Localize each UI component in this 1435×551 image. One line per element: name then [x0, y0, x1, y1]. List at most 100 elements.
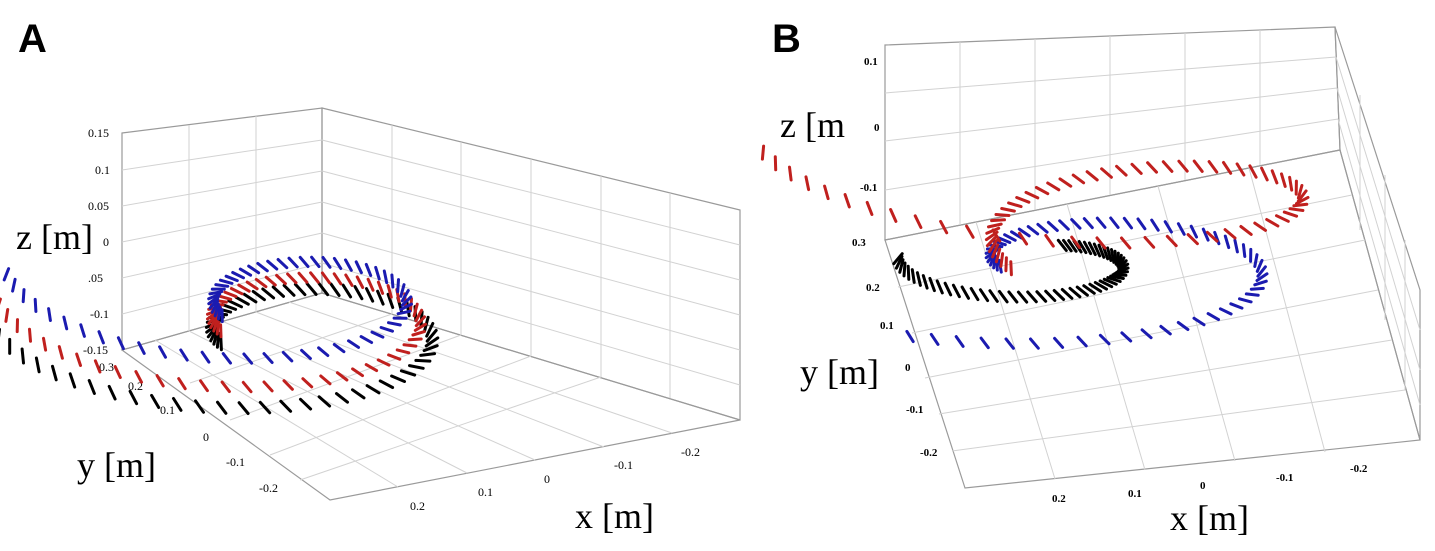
a-black-series-dash — [386, 292, 395, 309]
b-black-series-dash — [921, 274, 929, 290]
b-x-tick: 0 — [1200, 480, 1206, 492]
b-blue-series-dash — [905, 329, 915, 344]
b-blue-series-dash — [1109, 216, 1120, 229]
a-blue-series-dash — [287, 256, 299, 269]
a-red-series-dash — [282, 379, 294, 391]
a-red-series-dash — [217, 294, 233, 301]
a-red-series-dash — [134, 370, 143, 384]
a-black-series-dash — [261, 287, 276, 300]
b-red-series-dash — [1248, 164, 1258, 179]
b-red-series-dash — [1288, 175, 1294, 192]
panel-label-b: B — [772, 17, 801, 61]
a-red-series-dash — [275, 273, 287, 286]
a-black-series-dash — [87, 379, 96, 395]
a-black-series-dash — [107, 384, 117, 401]
a-blue-series-dash — [332, 256, 343, 270]
b-blue-series-dash — [1029, 337, 1040, 350]
a-blue-series-dash — [158, 345, 167, 359]
b-blue-series-dash — [1058, 219, 1070, 231]
a-x-tick: 0 — [544, 472, 550, 486]
a-red-series-dash — [241, 380, 253, 394]
b-red-series-dash — [990, 218, 1006, 223]
b-blue-series-dash — [1004, 337, 1015, 350]
b-x-tick: 0.2 — [1052, 493, 1066, 505]
a-red-series-dash — [212, 318, 219, 333]
b-red-series-dash — [1186, 233, 1199, 246]
b-z-tick: 0.1 — [864, 56, 878, 68]
a-red-series-dash — [301, 377, 314, 389]
a-black-series-dash — [351, 388, 366, 400]
a-black-series-dash — [365, 287, 375, 303]
a-blue-series-dash — [224, 274, 239, 283]
a-black-series-dash — [194, 399, 205, 414]
b-red-series-dash — [1223, 228, 1237, 240]
b-blue-series-dash — [1253, 279, 1268, 287]
a-blue-series-dash — [21, 288, 26, 304]
a-black-series-dash — [237, 401, 250, 415]
b-y-tick: 0.1 — [880, 320, 894, 332]
b-black-series-dash — [935, 279, 944, 295]
b-x-tick: 0.1 — [1128, 488, 1142, 500]
a-blue-series-dash — [379, 326, 394, 333]
a-y-tick: 0 — [203, 430, 209, 444]
a-black-series-dash — [390, 374, 406, 383]
b-red-series-dash — [1205, 230, 1219, 243]
b-red-series-dash — [1165, 234, 1178, 248]
a-black-series-dash — [282, 283, 296, 297]
a-red-series-dash — [387, 353, 402, 361]
a-black-series-dash — [414, 358, 432, 363]
a-y-label: y [m] — [77, 445, 156, 485]
a-z-tick: -0.15 — [83, 343, 108, 357]
b-blue-series-dash — [992, 254, 997, 270]
a-blue-series-dash — [262, 352, 274, 364]
a-black-series-dash — [408, 364, 425, 370]
b-y-label: y [m] — [800, 352, 879, 392]
b-black-series-dash — [906, 264, 911, 281]
b-black-series-dash — [1052, 289, 1066, 301]
b-blue-series-dash — [1238, 297, 1253, 304]
a-blue-series-dash — [247, 264, 261, 275]
a-blue-series-dash — [208, 297, 220, 310]
a-black-series-dash — [258, 400, 272, 415]
a-black-series-dash — [216, 400, 228, 415]
a-red-series-dash — [355, 275, 365, 289]
a-y-tick: -0.1 — [226, 455, 245, 469]
a-black-series-dash — [34, 356, 41, 374]
b-black-series-dash — [1068, 286, 1082, 299]
a-black-series-dash — [128, 389, 139, 406]
b-blue-series-dash — [1053, 336, 1065, 349]
a-blue-series-dash — [231, 271, 245, 280]
a-red-series-dash — [113, 365, 122, 379]
a-blue-series-dash — [281, 350, 294, 363]
a-red-series-dash — [264, 275, 277, 287]
b-z-tick: -0.1 — [860, 182, 877, 194]
b-blue-series-dash — [1189, 224, 1198, 239]
b-red-series-dash — [1235, 162, 1246, 177]
panel-label-a: A — [18, 17, 47, 61]
a-red-series-dash — [413, 322, 427, 332]
panel-a-grid — [120, 107, 741, 501]
panel-a: A — [0, 17, 741, 536]
b-red-series-dash — [1070, 235, 1081, 249]
a-blue-series-dash — [298, 255, 310, 268]
b-black-series-dash — [892, 252, 904, 266]
b-red-series-dash — [991, 243, 1000, 259]
a-black-series-dash — [68, 372, 77, 389]
b-black-series-dash — [1082, 240, 1093, 256]
a-blue-series-dash — [217, 305, 222, 321]
b-red-series-dash — [1207, 160, 1219, 174]
a-black-series-dash — [335, 392, 349, 404]
a-x-tick: -0.1 — [614, 458, 633, 472]
b-blue-series-dash — [1241, 243, 1247, 258]
a-blue-series-dash — [79, 323, 86, 338]
b-x-tick: -0.1 — [1276, 472, 1293, 484]
a-red-series-dash — [297, 271, 309, 284]
a-blue-series-dash — [256, 261, 269, 273]
a-x-tick: 0.2 — [410, 499, 425, 513]
a-blue-series-dash — [208, 290, 224, 296]
b-red-series-dash — [1007, 201, 1023, 209]
a-blue-series-dash — [400, 295, 413, 307]
a-black-series-dash — [242, 292, 258, 304]
a-black-series-dash — [365, 384, 381, 395]
b-blue-series-dash — [1176, 222, 1186, 236]
